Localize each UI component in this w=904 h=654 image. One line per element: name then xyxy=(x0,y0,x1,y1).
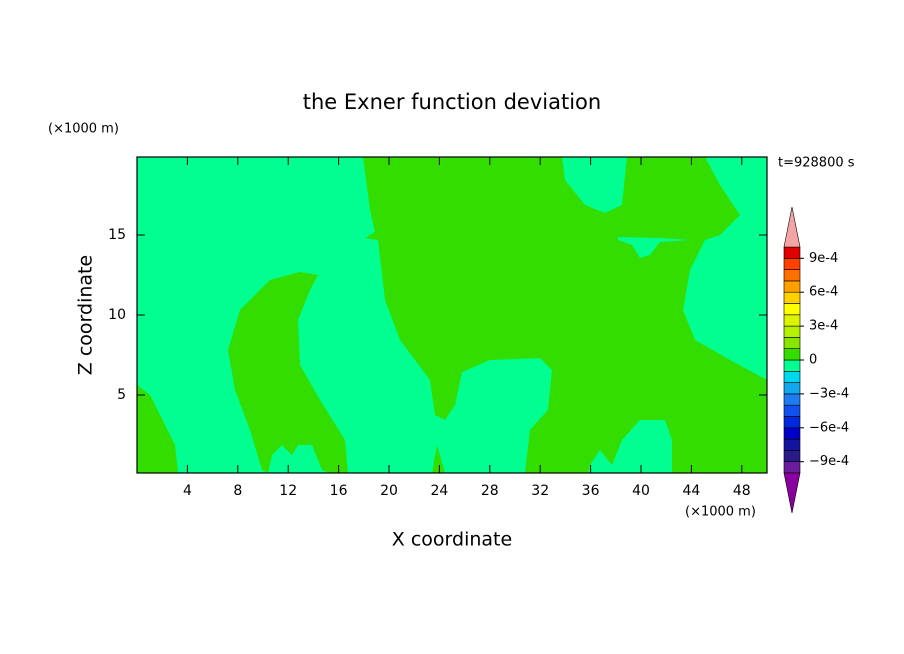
colorbar-band xyxy=(783,257,801,270)
colorbar-band xyxy=(783,427,801,440)
y-tick-label: 10 xyxy=(108,307,126,323)
colorbar-tick-label: −9e-4 xyxy=(809,454,849,469)
colorbar-band xyxy=(783,382,801,395)
colorbar-band xyxy=(783,246,801,259)
y-unit: (×1000 m) xyxy=(48,122,119,137)
colorbar-band xyxy=(783,404,801,417)
x-axis-label: X coordinate xyxy=(392,529,512,551)
colorbar-band xyxy=(783,461,801,474)
time-annotation: t=928800 s xyxy=(778,156,855,171)
colorbar-tick-label: 0 xyxy=(809,353,817,368)
x-unit: (×1000 m) xyxy=(685,505,756,520)
colorbar-under xyxy=(783,472,801,514)
contour-region xyxy=(228,272,348,473)
colorbar-band xyxy=(783,314,801,327)
y-axis-label: Z coordinate xyxy=(75,255,97,375)
contour-region xyxy=(432,445,445,473)
colorbar-tick-label: −3e-4 xyxy=(809,386,849,401)
colorbar-over xyxy=(783,206,801,248)
contour-region xyxy=(363,157,767,473)
x-tick-label: 28 xyxy=(481,483,499,499)
contour-region xyxy=(137,385,178,473)
y-tick-label: 15 xyxy=(108,227,126,243)
contour-field xyxy=(136,156,768,474)
colorbar-band xyxy=(783,269,801,282)
x-tick-label: 40 xyxy=(632,483,650,499)
colorbar-band xyxy=(783,359,801,372)
x-tick-label: 44 xyxy=(682,483,700,499)
colorbar-band xyxy=(783,291,801,304)
colorbar-tick-label: 3e-4 xyxy=(809,319,838,334)
colorbar-tick-label: −6e-4 xyxy=(809,420,849,435)
colorbar-band xyxy=(783,416,801,429)
x-tick-label: 36 xyxy=(582,483,600,499)
contour-region xyxy=(618,237,690,258)
colorbar-tick-label: 9e-4 xyxy=(809,251,838,266)
x-tick-label: 4 xyxy=(183,483,192,499)
x-tick-label: 16 xyxy=(330,483,348,499)
chart-title: the Exner function deviation xyxy=(303,90,601,114)
colorbar-band xyxy=(783,393,801,406)
colorbar-tick-label: 6e-4 xyxy=(809,285,838,300)
x-tick-label: 48 xyxy=(733,483,751,499)
colorbar-band xyxy=(783,450,801,462)
x-tick-label: 24 xyxy=(430,483,448,499)
colorbar-band xyxy=(783,325,801,338)
colorbar-band xyxy=(783,303,801,316)
x-tick-label: 12 xyxy=(279,483,297,499)
colorbar-band xyxy=(783,438,801,451)
colorbar-band xyxy=(783,370,801,383)
x-tick-label: 20 xyxy=(380,483,398,499)
colorbar-band xyxy=(783,348,801,361)
colorbar-band xyxy=(783,280,801,293)
y-tick-label: 5 xyxy=(117,387,126,403)
x-tick-label: 32 xyxy=(531,483,549,499)
colorbar-band xyxy=(783,337,801,349)
x-tick-label: 8 xyxy=(233,483,242,499)
